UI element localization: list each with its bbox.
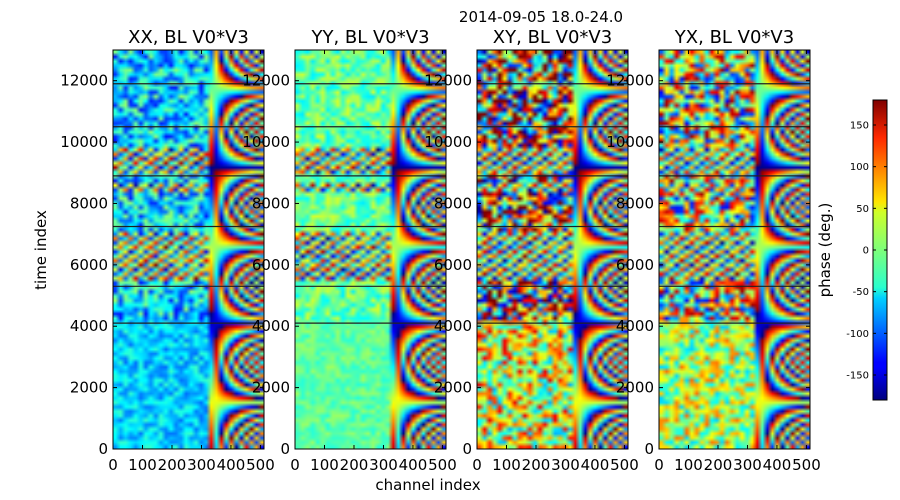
y-tick-label: 12000: [424, 72, 472, 90]
y-tick-label: 12000: [242, 72, 290, 90]
colorbar-tick-label: -100: [846, 329, 869, 340]
y-tick-label: 2000: [616, 379, 654, 397]
colorbar-label: phase (deg.): [816, 203, 834, 298]
y-tick-label: 8000: [70, 194, 108, 212]
plot-frame: [658, 49, 811, 450]
figure-suptitle: 2014-09-05 18.0-24.0: [459, 8, 623, 26]
x-tick-label: 400: [217, 456, 246, 474]
y-tick-label: 10000: [606, 133, 654, 151]
x-tick-label: 200: [704, 456, 733, 474]
colorbar: 150 100 50 0 -50 -100 -150 phase (deg.): [816, 99, 888, 401]
y-tick-label: 4000: [252, 317, 290, 335]
x-tick-label: 500: [610, 456, 639, 474]
x-tick-label: 0: [108, 456, 118, 474]
y-tick-label: 2000: [252, 379, 290, 397]
y-tick-label: 8000: [616, 194, 654, 212]
y-tick-label: 6000: [434, 256, 472, 274]
x-tick-label: 0: [654, 456, 664, 474]
plot-frame: [476, 49, 629, 450]
colorbar-tick-label: 150: [850, 121, 869, 132]
x-tick-label: 400: [763, 456, 792, 474]
plot-frame: [112, 49, 265, 450]
y-tick-label: 10000: [60, 133, 108, 151]
x-tick-label: 500: [792, 456, 821, 474]
y-tick-label: 12000: [60, 72, 108, 90]
panels: XX, BL V0*V30 100 200 300 400 500020004000600…: [60, 27, 821, 474]
panel-title: YX, BL V0*V3: [674, 27, 794, 48]
y-tick-label: 8000: [252, 194, 290, 212]
y-tick-label: 2000: [70, 379, 108, 397]
y-tick-label: 4000: [434, 317, 472, 335]
phase-heatmap-image: [477, 50, 628, 449]
colorbar-tick-label: -50: [853, 287, 869, 298]
y-tick-label: 6000: [252, 256, 290, 274]
x-axis-label: channel index: [375, 476, 480, 494]
x-tick-label: 100: [492, 456, 521, 474]
panel-yx: YX, BL V0*V30 100 200 300 400 500020004000600…: [606, 27, 821, 474]
y-tick-label: 6000: [616, 256, 654, 274]
x-tick-label: 200: [522, 456, 551, 474]
x-tick-label: 100: [310, 456, 339, 474]
y-tick-label: 0: [462, 440, 472, 458]
x-tick-label: 0: [472, 456, 482, 474]
y-tick-label: 4000: [616, 317, 654, 335]
y-tick-label: 10000: [424, 133, 472, 151]
panel-title: YY, BL V0*V3: [310, 27, 429, 48]
x-tick-label: 400: [399, 456, 428, 474]
panel-title: XX, BL V0*V3: [128, 27, 249, 48]
x-tick-label: 100: [674, 456, 703, 474]
y-tick-label: 6000: [70, 256, 108, 274]
colorbar-tick-label: 50: [856, 204, 869, 215]
y-tick-label: 12000: [606, 72, 654, 90]
panel-xy: XY, BL V0*V30 100 200 300 400 500020004000600…: [424, 27, 639, 474]
x-tick-label: 300: [551, 456, 580, 474]
x-tick-label: 200: [340, 456, 369, 474]
y-tick-label: 0: [280, 440, 290, 458]
x-tick-label: 300: [187, 456, 216, 474]
colorbar-ticks: 150 100 50 0 -50 -100 -150: [846, 121, 887, 382]
colorbar-tick-label: -150: [846, 371, 869, 382]
y-tick-label: 8000: [434, 194, 472, 212]
panel-title: XY, BL V0*V3: [493, 27, 612, 48]
panel-xx: XX, BL V0*V3 0 100 200 300 400 500 0 2000 4000 600…: [60, 27, 275, 474]
y-tick-label: 4000: [70, 317, 108, 335]
x-tick-label: 300: [733, 456, 762, 474]
y-tick-label: 10000: [242, 133, 290, 151]
x-tick-label: 300: [369, 456, 398, 474]
plot-frame: [294, 49, 447, 450]
phase-heatmap-image: [659, 50, 810, 449]
x-tick-label: 500: [246, 456, 275, 474]
x-tick-label: 200: [158, 456, 187, 474]
y-tick-label: 0: [644, 440, 654, 458]
x-tick-label: 400: [581, 456, 610, 474]
colorbar-tick-label: 0: [863, 246, 869, 257]
y-axis-label: time index: [32, 210, 50, 290]
phase-heatmap-image: [113, 50, 264, 449]
x-tick-label: 500: [428, 456, 457, 474]
y-tick-label: 0: [98, 440, 108, 458]
phase-heatmap-image: [295, 50, 446, 449]
x-tick-label: 0: [290, 456, 300, 474]
x-tick-label: 100: [128, 456, 157, 474]
panel-yy: YY, BL V0*V30 100 200 300 400 500020004000600…: [242, 27, 457, 474]
colorbar-tick-label: 100: [850, 162, 869, 173]
y-tick-label: 2000: [434, 379, 472, 397]
